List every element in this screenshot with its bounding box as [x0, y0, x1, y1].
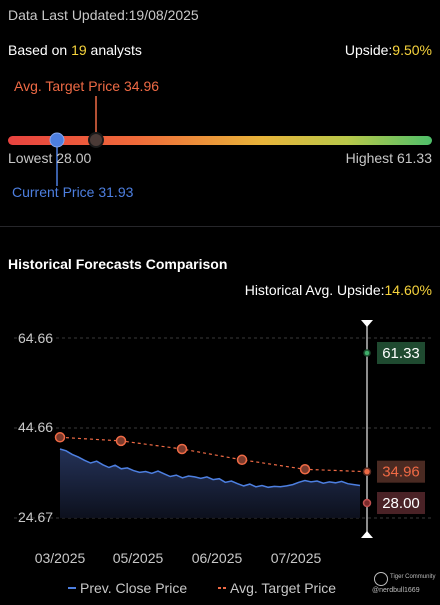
historical-upside-label: Historical Avg. Upside: — [244, 282, 385, 298]
brand-watermark: Tiger Community @nerdbull1669 — [372, 572, 436, 600]
y-tick-label: 44.66 — [18, 419, 53, 435]
close-price-line — [59, 448, 361, 489]
lowest-price-label: Lowest 28.00 — [8, 150, 92, 166]
historical-upside-text: Historical Avg. Upside:14.60% — [245, 282, 432, 298]
range-gradient-bar — [8, 136, 432, 145]
historical-forecast-chart: 64.66 44.66 24.67 61.33 34.96 28.00 03/2… — [14, 320, 432, 596]
avg-marker-dot — [362, 467, 372, 476]
close-price-area — [60, 449, 360, 518]
current-price-marker — [49, 132, 65, 148]
avg-target-line — [59, 436, 368, 473]
x-axis-ticks: 03/2025 05/2025 06/2025 07/2025 — [35, 550, 322, 566]
based-suffix: analysts — [86, 42, 142, 58]
x-tick-label: 05/2025 — [113, 550, 164, 566]
legend-target-label: Avg. Target Price — [230, 580, 336, 596]
x-tick-label: 06/2025 — [192, 550, 243, 566]
y-tick-label: 64.66 — [18, 330, 53, 346]
brand-name: Tiger Community — [390, 574, 436, 580]
avg-target-point — [236, 454, 248, 466]
updated-label: Data Last Updated: — [8, 7, 129, 23]
highest-price-label: Highest 61.33 — [345, 150, 432, 166]
price-range-bar — [8, 96, 432, 186]
low-marker-box — [377, 492, 425, 515]
avg-target-point — [54, 432, 66, 443]
avg-target-point — [115, 435, 127, 447]
updated-date: 19/08/2025 — [128, 7, 199, 23]
upside-value: 9.50% — [392, 42, 432, 58]
avg-target-point — [299, 464, 311, 475]
analyst-count: 19 — [71, 42, 87, 58]
end-markers: 61.33 34.96 28.00 — [362, 341, 425, 515]
x-tick-label: 03/2025 — [35, 550, 86, 566]
upside-label: Upside: — [344, 42, 393, 58]
historical-upside-value: 14.60% — [384, 282, 432, 298]
legend-close-label: Prev. Close Price — [80, 580, 187, 596]
avg-target-points — [54, 432, 311, 475]
avg-marker-label: 34.96 — [382, 464, 420, 481]
avg-marker-box — [377, 460, 425, 483]
brand-handle: @nerdbull1669 — [372, 587, 420, 594]
high-marker-box — [377, 341, 425, 364]
chart-grid — [14, 337, 432, 519]
chart-legend: Prev. Close Price Avg. Target Price — [68, 580, 336, 596]
avg-target-label: Avg. Target Price 34.96 — [14, 78, 160, 94]
upside-text: Upside:9.50% — [345, 42, 432, 58]
low-marker-label: 28.00 — [382, 495, 420, 512]
x-tick-label: 07/2025 — [271, 550, 322, 566]
avg-target-marker — [88, 132, 104, 148]
tiger-logo-icon — [374, 572, 388, 586]
historical-title: Historical Forecasts Comparison — [8, 256, 228, 272]
section-divider — [0, 226, 440, 227]
high-marker-label: 61.33 — [382, 345, 420, 362]
cursor-bottom-handle[interactable] — [361, 531, 373, 538]
y-tick-label: 24.67 — [18, 509, 53, 525]
analyst-count-text: Based on 19 analysts — [8, 42, 142, 58]
y-axis-ticks: 64.66 44.66 24.67 — [18, 330, 53, 525]
data-last-updated: Data Last Updated:19/08/2025 — [8, 7, 199, 23]
based-prefix: Based on — [8, 42, 72, 58]
high-marker-dot — [363, 349, 371, 357]
low-marker-dot — [362, 498, 372, 508]
avg-target-point — [176, 443, 188, 455]
cursor-top-handle[interactable] — [361, 320, 373, 327]
current-price-label: Current Price 31.93 — [12, 184, 134, 200]
